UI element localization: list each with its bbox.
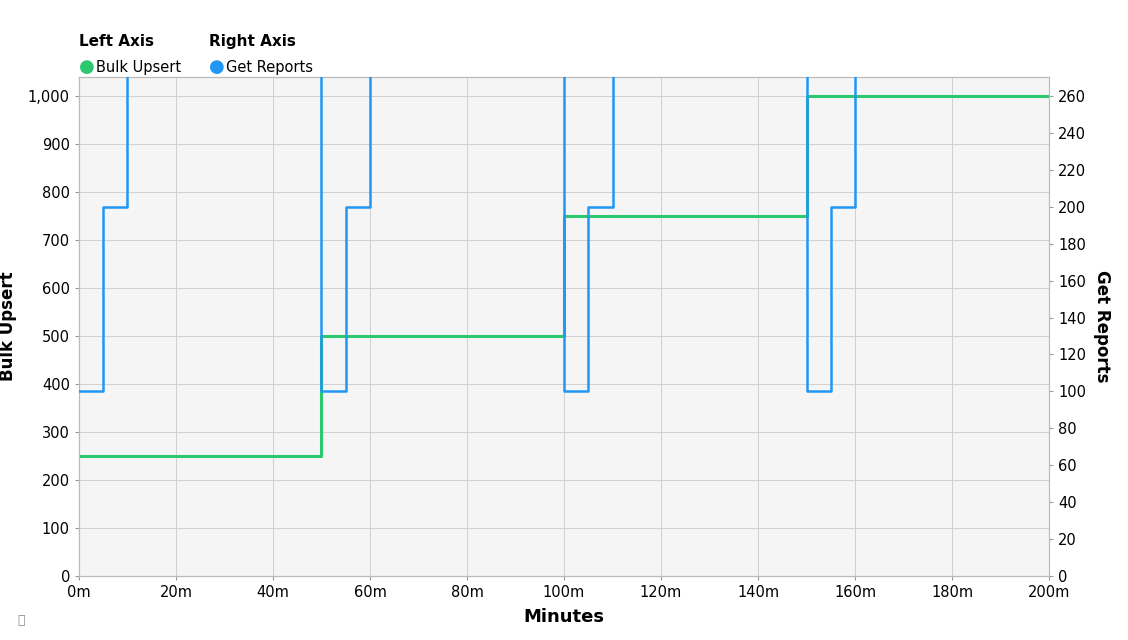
Text: Get Reports: Get Reports	[226, 60, 312, 75]
Text: ⓘ: ⓘ	[17, 614, 25, 627]
X-axis label: Minutes: Minutes	[523, 609, 605, 627]
Text: Left Axis: Left Axis	[79, 34, 153, 49]
Text: ●: ●	[209, 58, 224, 76]
Text: ●: ●	[79, 58, 95, 76]
Y-axis label: Get Reports: Get Reports	[1093, 270, 1111, 383]
Text: Bulk Upsert: Bulk Upsert	[96, 60, 180, 75]
Y-axis label: Bulk Upsert: Bulk Upsert	[0, 271, 17, 381]
Text: Right Axis: Right Axis	[209, 34, 296, 49]
